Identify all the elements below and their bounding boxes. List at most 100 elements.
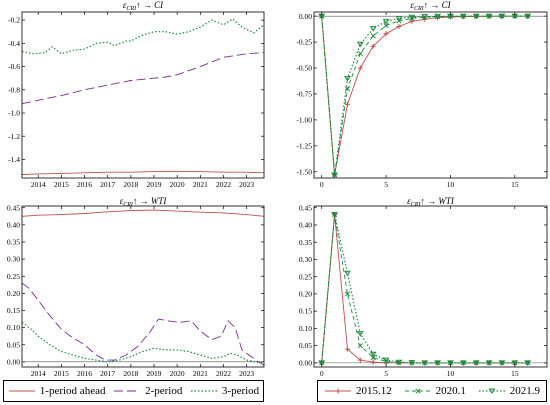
- data-point: [370, 355, 376, 361]
- legend-key: [478, 388, 505, 395]
- data-point: [447, 360, 454, 366]
- y-tick-label: 0.20: [7, 289, 20, 298]
- y-tick-label: 0.35: [299, 238, 312, 247]
- data-point: [370, 33, 376, 39]
- y-tick-label: 0.45: [7, 203, 20, 212]
- y-tick-label: -0.50: [296, 64, 312, 73]
- data-point: [382, 357, 390, 364]
- legend-item: 2020.1: [404, 385, 466, 397]
- title-subscript: CRI: [414, 6, 425, 12]
- y-tick-label: -1.25: [296, 141, 312, 150]
- legend-item: 1-period ahead: [8, 385, 105, 397]
- data-point: [486, 360, 492, 366]
- data-point: [460, 360, 466, 366]
- data-point: [511, 360, 519, 366]
- data-point: [395, 15, 403, 22]
- data-point: [421, 360, 429, 366]
- x-tick-label: 0: [320, 180, 324, 189]
- data-point: [331, 212, 339, 218]
- y-tick-label: 0.30: [299, 255, 312, 264]
- data-point: [331, 172, 339, 178]
- series-line-2: [22, 52, 264, 105]
- data-point: [472, 13, 480, 20]
- x-tick-label: 15: [511, 180, 519, 189]
- x-tick-label: 2020: [170, 369, 185, 378]
- data-point: [383, 31, 389, 37]
- data-point: [421, 14, 429, 20]
- data-point: [499, 360, 505, 366]
- data-point: [318, 360, 326, 366]
- y-tick-label: 0.05: [7, 340, 20, 349]
- legend-key: [8, 390, 35, 392]
- legend-marker: [335, 388, 341, 394]
- title-rest: ↑ → WTI: [133, 196, 168, 206]
- data-point: [485, 360, 493, 366]
- data-point: [525, 360, 531, 366]
- legend-key: [114, 390, 141, 392]
- data-point: [395, 359, 403, 366]
- data-point: [485, 13, 493, 20]
- x-tick-label: 2018: [123, 180, 138, 189]
- series-line-1: [22, 209, 264, 217]
- data-point: [408, 14, 416, 21]
- plot-frame: [21, 11, 265, 179]
- data-point: [459, 360, 467, 366]
- series-line-3: [321, 15, 528, 175]
- x-tick-label: 2015: [54, 369, 69, 378]
- data-point: [434, 360, 441, 366]
- title-rest: ↑ → CI: [424, 0, 452, 10]
- data-point: [435, 14, 441, 20]
- y-tick-label: 0.35: [7, 238, 20, 247]
- data-point: [460, 13, 466, 19]
- y-tick-label: 0.15: [7, 306, 20, 315]
- panel-irf-wti: εCRI↑ → WTI 0 5 10 15 0.00 0.05 0.10 0.15 0.20 0.2…: [299, 196, 548, 378]
- x-tick-label: 0: [320, 369, 324, 378]
- x-tick-label: 2016: [77, 180, 92, 189]
- title-epsilon: ε: [123, 0, 127, 10]
- y-tick-label: 0.40: [7, 220, 20, 229]
- data-point: [370, 359, 376, 365]
- series-line-1: [321, 214, 528, 364]
- title-subscript: CRI: [411, 202, 422, 208]
- x-tick-label: 2020: [170, 180, 185, 189]
- x-tick-label: 2023: [239, 369, 254, 378]
- data-point: [524, 13, 532, 20]
- data-point: [473, 13, 479, 19]
- data-point: [332, 172, 338, 178]
- data-point: [447, 360, 454, 366]
- title-epsilon: ε: [407, 196, 411, 206]
- x-tick-label: 10: [447, 369, 455, 378]
- legend-key: [324, 388, 351, 394]
- title-subscript: CRI: [126, 6, 137, 12]
- y-tick-label: -0.25: [296, 38, 312, 47]
- legend-impulse-dates: 2015.12 2020.1 2021.9: [317, 380, 547, 402]
- series-line-2: [321, 15, 528, 175]
- x-tick-label: 2017: [100, 180, 115, 189]
- data-point: [344, 86, 351, 92]
- legend-item: 3-period: [190, 385, 259, 397]
- legend-key: [404, 388, 431, 394]
- legend-marker: [415, 388, 421, 394]
- x-tick-label: 5: [384, 180, 388, 189]
- x-tick-label: 2021: [193, 180, 208, 189]
- legend-label: 2020.1: [435, 385, 466, 397]
- data-point: [356, 331, 364, 337]
- data-point: [499, 13, 505, 19]
- title-epsilon: ε: [120, 196, 124, 206]
- panel-title: εCRI↑ → WTI: [407, 196, 455, 208]
- data-point: [472, 360, 480, 366]
- legend-time-varying: 1-period ahead 2-period 3-period: [3, 380, 264, 402]
- series-line-2: [22, 282, 264, 366]
- data-point: [498, 360, 506, 366]
- y-tick-label: 0.00: [299, 358, 312, 367]
- data-point: [357, 357, 363, 363]
- y-tick-label: 0.05: [299, 341, 312, 350]
- y-tick-label: -1.4: [8, 155, 20, 164]
- x-tick-label: 2016: [77, 369, 92, 378]
- data-point: [319, 13, 325, 19]
- y-tick-label: 0.10: [7, 323, 20, 332]
- data-point: [408, 360, 416, 366]
- title-epsilon: ε: [410, 0, 414, 10]
- data-point: [344, 101, 350, 107]
